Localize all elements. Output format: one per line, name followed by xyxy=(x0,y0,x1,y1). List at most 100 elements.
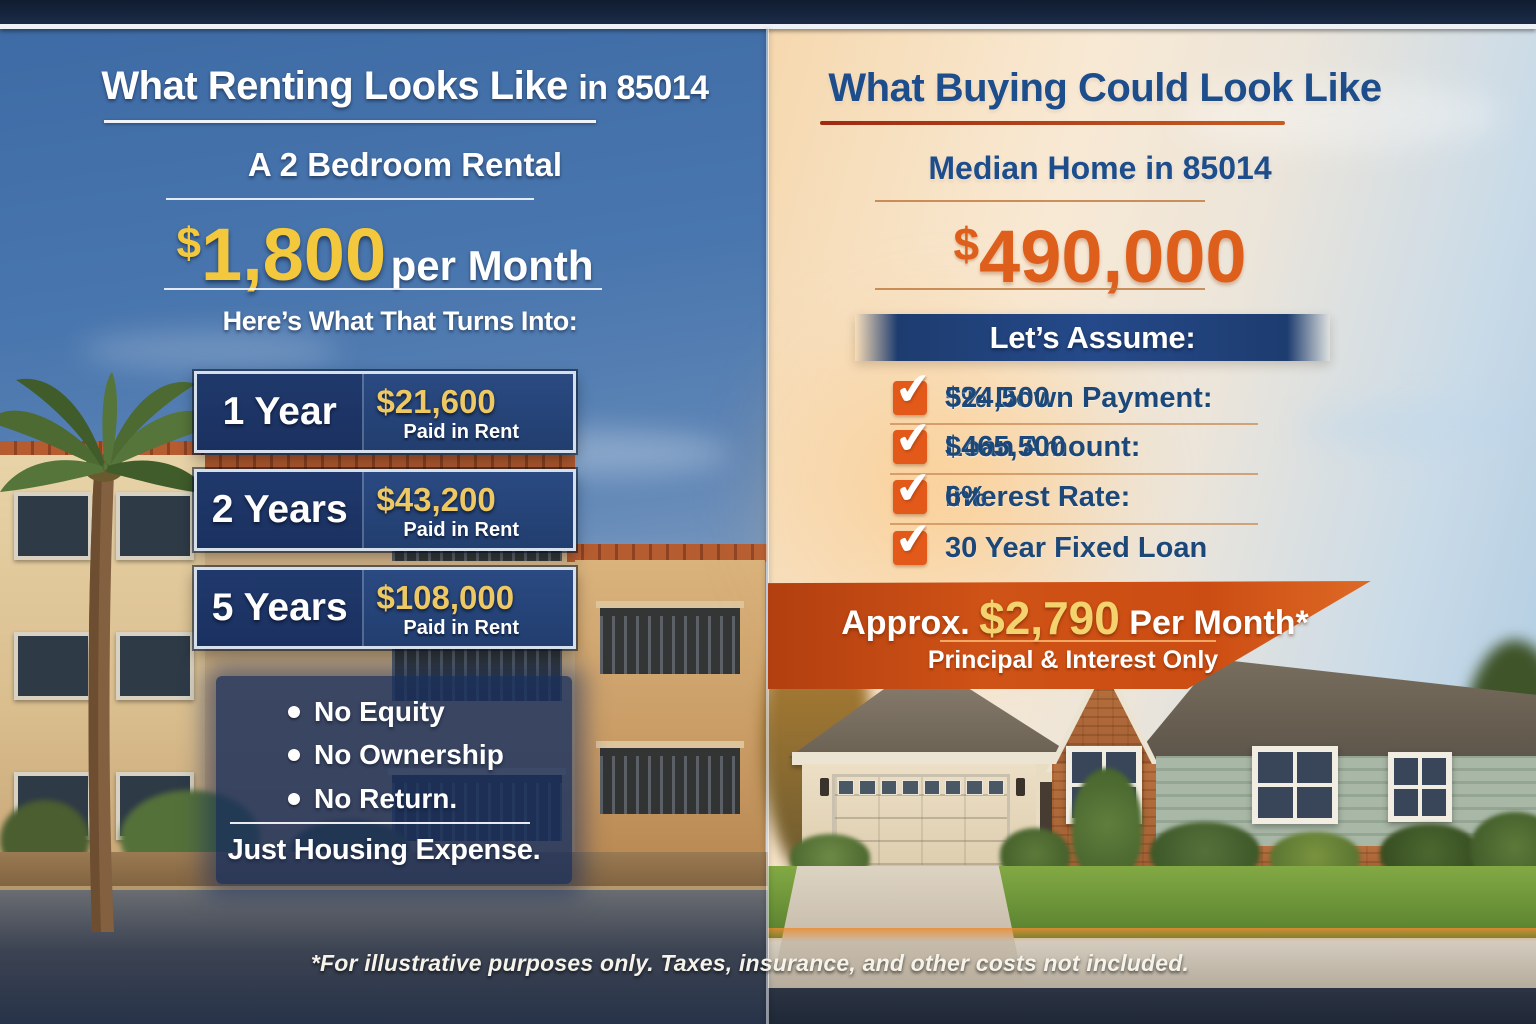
rent-row-caption: Paid in Rent xyxy=(403,518,519,541)
left-road xyxy=(0,890,768,1024)
garage-door-pane xyxy=(987,780,1004,795)
garage-door-pane xyxy=(902,780,919,795)
home-price-botline xyxy=(875,288,1205,290)
driveway xyxy=(772,866,1024,986)
palm-tree-icon xyxy=(0,372,222,932)
garage-door-pane xyxy=(838,780,855,795)
assumption-row-interest-rate: ✔ Interest Rate: 6% xyxy=(892,462,1363,515)
assumption-row-loan-amount: ✔ Loan Amount: $465,500 xyxy=(892,412,1363,465)
rent-total-row-5yr: 5 Years $108,000 Paid in Rent xyxy=(194,567,576,649)
rent-price-currency: $ xyxy=(176,219,201,268)
rent-row-caption: Paid in Rent xyxy=(403,420,519,443)
garage-door-pane xyxy=(966,780,983,795)
checkbox-icon: ✔ xyxy=(892,462,934,515)
rent-price-period: per Month xyxy=(390,242,594,289)
rent-total-row-2yr: 2 Years $43,200 Paid in Rent xyxy=(194,469,576,551)
rent-row-amount: $43,200 xyxy=(376,480,496,518)
disclaimer: *For illustrative purposes only. Taxes, … xyxy=(310,950,1190,976)
drawback-item: No Return. xyxy=(314,783,458,814)
balcony xyxy=(596,601,744,674)
home-price-currency: $ xyxy=(953,218,980,270)
rent-row-value: $43,200 Paid in Rent xyxy=(362,472,573,548)
checkbox-icon: ✔ xyxy=(892,412,934,465)
top-border xyxy=(0,0,1536,24)
curb xyxy=(0,886,768,891)
right-road xyxy=(768,988,1536,1024)
apartment-window xyxy=(116,492,194,560)
rent-row-term: 5 Years xyxy=(197,570,363,646)
center-divider xyxy=(766,29,769,1024)
tile-roof xyxy=(567,544,767,562)
rent-row-amount: $108,000 xyxy=(376,578,515,616)
assumption-value: $465,500 xyxy=(945,431,1066,463)
check-icon: ✔ xyxy=(892,462,935,515)
rent-drawbacks-panel xyxy=(216,676,572,884)
apartment-window xyxy=(14,632,92,700)
turns-into-heading: Here’s What That Turns Into: xyxy=(222,306,578,336)
rent-total-row-1yr: 1 Year $21,600 Paid in Rent xyxy=(194,371,576,453)
house-window xyxy=(1252,746,1338,824)
rent-title-underline xyxy=(104,120,596,123)
cloud xyxy=(1300,400,1536,454)
buy-subtitle: Median Home in 85014 xyxy=(928,150,1272,186)
cloud xyxy=(80,330,340,370)
bush xyxy=(1072,768,1142,880)
porch-lamp xyxy=(1016,778,1025,796)
drawback-item: No Equity xyxy=(314,696,445,727)
ribbon-divider-line xyxy=(940,640,1216,642)
bullet-dot-icon xyxy=(288,749,300,761)
assumption-divider xyxy=(890,523,1258,525)
rent-price-botline xyxy=(164,288,602,290)
garage-door-pane xyxy=(880,780,898,795)
drawback-item: No Ownership xyxy=(314,739,504,770)
check-icon: ✔ xyxy=(892,513,935,566)
rent-conclusion: Just Housing Expense. xyxy=(227,834,541,866)
drawbacks-divider xyxy=(230,822,530,824)
home-price: $490,000 xyxy=(850,202,1350,320)
rent-row-term: 2 Years xyxy=(197,472,363,548)
assumption-label: 30 Year Fixed Loan xyxy=(945,532,1208,564)
lets-assume-heading: Let’s Assume: xyxy=(989,320,1196,355)
rent-title: What Renting Looks Like in 85014 xyxy=(60,64,750,109)
assumption-label: Interest Rate: xyxy=(945,481,1131,513)
home-price-amount: 490,000 xyxy=(979,215,1247,298)
check-icon: ✔ xyxy=(892,412,935,465)
payment-note: Principal & Interest Only xyxy=(927,646,1219,674)
checkbox-icon: ✔ xyxy=(892,363,934,416)
payment-amount: $2,790 xyxy=(979,592,1120,644)
garage-door-pane xyxy=(944,780,962,795)
assumption-value: $24,500 xyxy=(945,382,1050,414)
check-icon: ✔ xyxy=(892,363,935,416)
rent-price-topline xyxy=(166,198,534,200)
balcony xyxy=(596,741,744,814)
buy-title-underline xyxy=(820,121,1285,125)
porch-lamp xyxy=(820,778,829,796)
assumption-label: Loan Amount: xyxy=(945,431,1141,463)
sunlit-edge xyxy=(768,928,1536,942)
garage-door-pane xyxy=(859,780,876,795)
garage-door-windows xyxy=(836,780,1006,795)
payment-line: Approx. $2,790 Per Month* xyxy=(768,592,1382,656)
rent-subtitle: A 2 Bedroom Rental xyxy=(247,146,563,183)
home-price-topline xyxy=(875,200,1205,202)
assumption-divider xyxy=(890,473,1258,475)
assumption-row-loan-term: ✔ 30 Year Fixed Loan xyxy=(892,513,1363,566)
header-divider-line xyxy=(0,24,1536,29)
rent-row-caption: Paid in Rent xyxy=(403,616,519,639)
assumption-label: 5% Down Payment: xyxy=(945,382,1213,414)
apartment-window xyxy=(116,632,194,700)
assumption-value: 6% xyxy=(945,481,987,513)
rent-row-term: 1 Year xyxy=(197,374,363,450)
cloud xyxy=(1180,80,1500,150)
bullet-dot-icon xyxy=(288,793,300,805)
lets-assume-banner xyxy=(855,314,1330,361)
buy-title: What Buying Could Look Like xyxy=(828,66,1382,110)
rent-row-amount: $21,600 xyxy=(376,382,496,420)
payment-prefix: Approx. xyxy=(841,604,980,642)
assumption-row-down-payment: ✔ 5% Down Payment: $24,500 xyxy=(892,363,1363,416)
bullet-dot-icon xyxy=(288,706,300,718)
rent-row-value: $108,000 Paid in Rent xyxy=(362,570,573,646)
rent-price-amount: 1,800 xyxy=(200,213,387,296)
rent-title-zip: in 85014 xyxy=(578,69,709,107)
